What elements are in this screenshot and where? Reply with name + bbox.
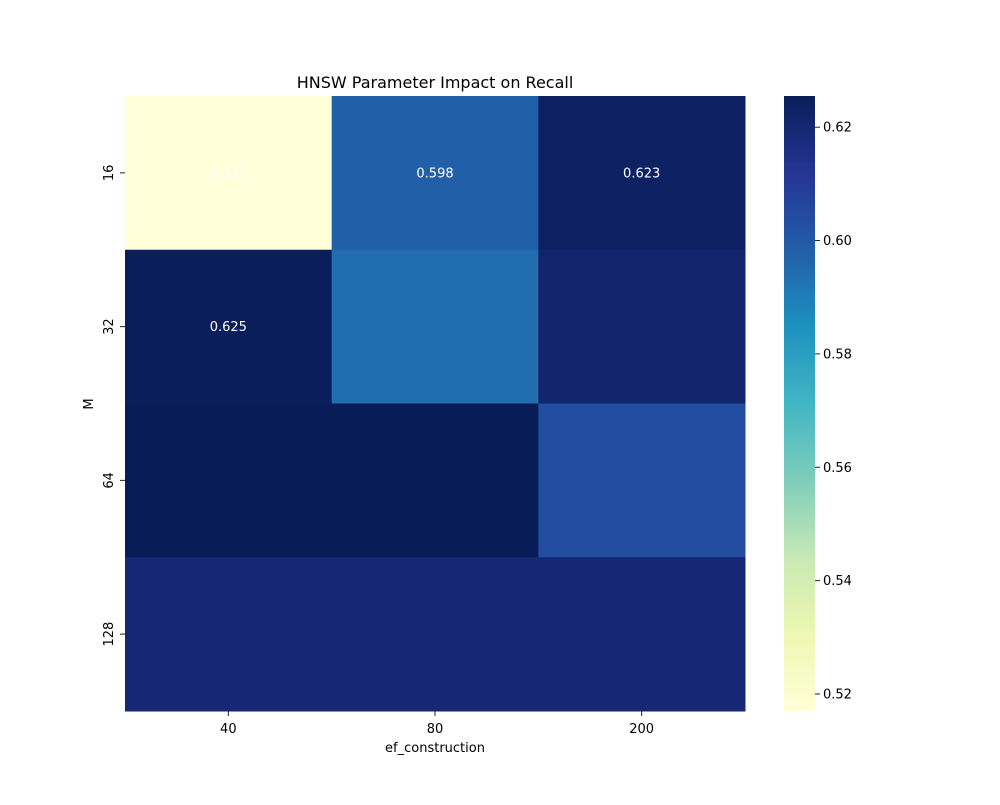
heatmap-cell [125, 96, 333, 251]
heatmap-cells [125, 96, 746, 712]
x-axis-ticks: 40 80 200 [220, 711, 654, 737]
heatmap-cell [538, 403, 746, 558]
y-axis-label: M [82, 398, 97, 409]
cell-value-label: 0.623 [623, 166, 660, 181]
heatmap-cell-labels: 0.517 0.598 0.623 0.625 [210, 166, 661, 335]
colorbar [784, 96, 815, 711]
cell-value-label: 0.598 [416, 166, 453, 181]
colorbar-tick-label: 0.62 [823, 121, 852, 136]
heatmap-cell [331, 403, 539, 558]
heatmap-cell [331, 96, 539, 251]
heatmap-cell [538, 557, 746, 712]
heatmap-cell [538, 249, 746, 404]
heatmap-cell [538, 96, 746, 251]
heatmap-cell [125, 557, 333, 712]
x-axis-label: ef_construction [385, 741, 485, 756]
heatmap-cell [331, 557, 539, 712]
cell-value-label: 0.625 [210, 320, 247, 335]
x-tick-label: 80 [427, 722, 444, 737]
y-tick-label: 32 [102, 318, 117, 335]
heatmap-cell [125, 403, 333, 558]
cell-value-label: 0.517 [210, 166, 247, 181]
heatmap-cell [125, 249, 333, 404]
colorbar-ticks: 0.52 0.54 0.56 0.58 0.60 0.62 [815, 121, 852, 702]
y-tick-label: 16 [102, 165, 117, 182]
y-tick-label: 64 [102, 472, 117, 489]
y-tick-label: 128 [102, 622, 117, 647]
colorbar-tick-label: 0.60 [823, 234, 852, 249]
heatmap-cell [331, 249, 539, 404]
colorbar-tick-label: 0.52 [823, 687, 852, 702]
colorbar-tick-label: 0.56 [823, 461, 852, 476]
colorbar-tick-label: 0.54 [823, 574, 852, 589]
colorbar-tick-label: 0.58 [823, 347, 852, 362]
x-tick-label: 40 [220, 722, 237, 737]
chart-title: HNSW Parameter Impact on Recall [297, 73, 574, 92]
y-axis-ticks: 16 32 64 128 [102, 165, 125, 647]
x-tick-label: 200 [629, 722, 654, 737]
